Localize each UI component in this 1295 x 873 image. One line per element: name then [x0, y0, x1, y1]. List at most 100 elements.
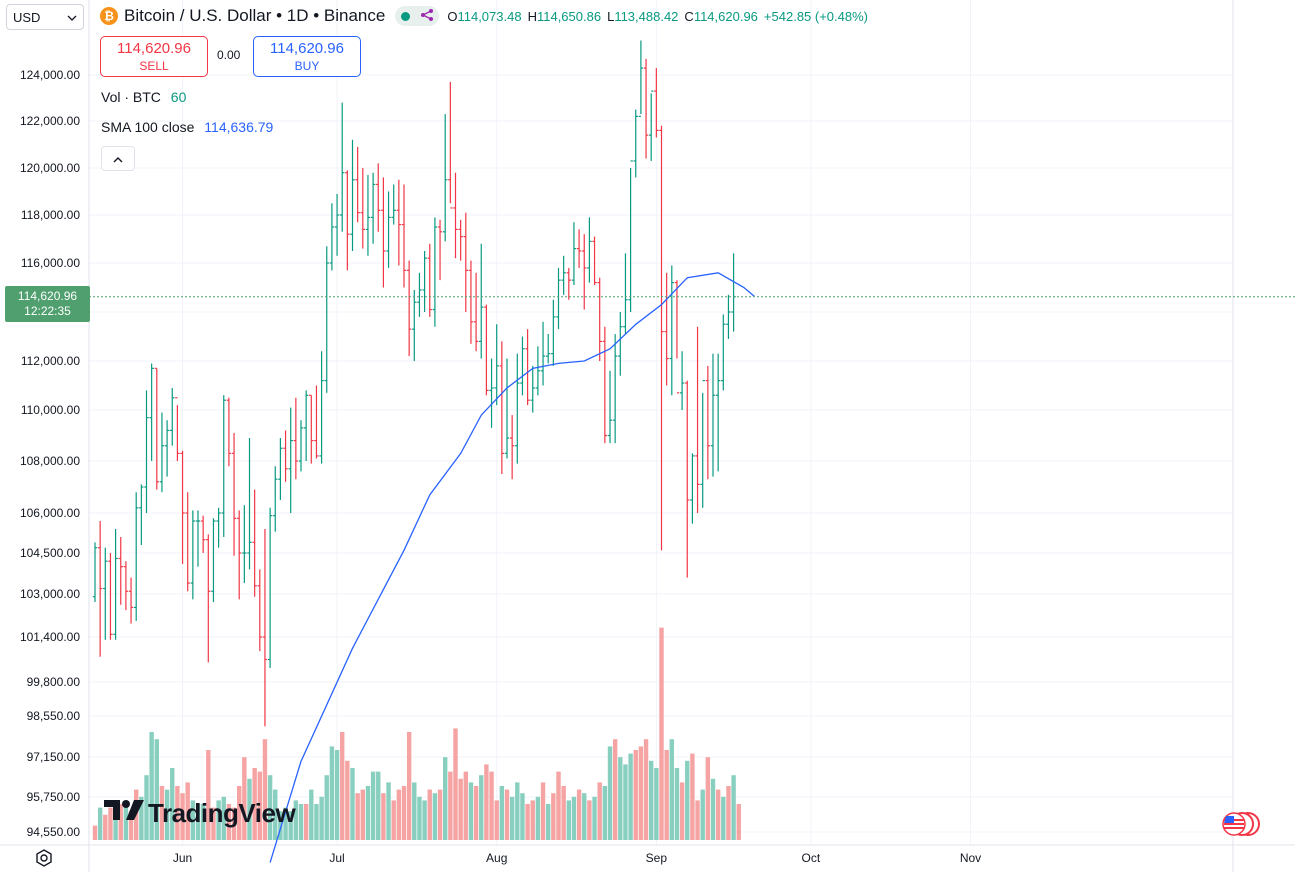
- ohlc-bar: [216, 507, 221, 548]
- ohlc-bar: [556, 267, 561, 330]
- ohlc-bar: [350, 139, 355, 251]
- ohlc-bar: [242, 505, 247, 584]
- volume-bar: [592, 796, 597, 840]
- ohlc-bar: [479, 243, 484, 359]
- ohlc-bar: [303, 390, 309, 461]
- volume-bar: [118, 804, 123, 840]
- volume-bar: [303, 804, 309, 840]
- volume-bar: [139, 796, 144, 840]
- ohlc-bar: [185, 492, 190, 592]
- ohlc-bar: [679, 351, 685, 410]
- volume-bar: [231, 807, 237, 840]
- ohlc-bar: [365, 175, 371, 256]
- buy-button[interactable]: 114,620.96 BUY: [253, 36, 361, 77]
- ohlc-bar: [489, 358, 494, 428]
- volume-bar: [103, 814, 108, 840]
- collapse-legend-button[interactable]: [101, 146, 135, 171]
- volume-bar: [664, 750, 669, 840]
- volume-bar: [628, 753, 633, 840]
- ohlc-bar: [123, 561, 129, 611]
- ohlc-bar: [324, 246, 329, 393]
- y-tick-label: 118,000.00: [21, 208, 80, 222]
- volume-legend[interactable]: Vol · BTC 60: [101, 89, 186, 105]
- volume-bar: [345, 760, 350, 840]
- volume-bar: [515, 782, 520, 840]
- ohlc-bar: [412, 289, 417, 361]
- ohlc-bar: [546, 334, 551, 364]
- ohlc-bar: [314, 385, 319, 459]
- sma-100-line: [269, 272, 755, 863]
- sma-legend[interactable]: SMA 100 close 114,636.79: [101, 119, 273, 135]
- ohlc-bar: [525, 329, 530, 406]
- ohlc-bar: [561, 255, 566, 295]
- volume-bar: [576, 789, 582, 840]
- ohlc-bar: [149, 363, 154, 461]
- y-tick-label: 110,000.00: [21, 403, 80, 417]
- volume-bar: [314, 804, 319, 840]
- ohlc-bar: [463, 212, 468, 312]
- market-status-pill[interactable]: [395, 6, 440, 26]
- volume-bar: [406, 732, 412, 840]
- volume-bar: [453, 728, 458, 840]
- volume-bar: [381, 793, 386, 840]
- symbol-title[interactable]: Bitcoin / U.S. Dollar • 1D • Binance: [124, 6, 386, 25]
- ohlc-bar: [200, 515, 206, 553]
- volume-bar: [571, 796, 577, 840]
- y-tick-label: 95,750.00: [27, 790, 81, 804]
- ohlc-bar: [334, 193, 340, 256]
- volume-bar: [267, 775, 273, 840]
- last-price-tag: 114,620.96 12:22:35: [5, 286, 90, 322]
- volume-bar: [509, 796, 515, 840]
- volume-bar: [736, 804, 741, 840]
- ohlc-bar: [226, 397, 232, 467]
- volume-bar: [731, 775, 736, 840]
- ohlc-bar: [674, 280, 680, 394]
- volume-bar: [520, 793, 525, 840]
- time-axis: Jun Jul Aug Sep Oct Nov: [173, 851, 981, 865]
- sell-button[interactable]: 114,620.96 SELL: [100, 36, 208, 77]
- ohlc-bar: [721, 314, 726, 391]
- sma-legend-value: 114,636.79: [204, 119, 274, 135]
- ohlc-bar: [587, 217, 592, 283]
- volume-bar: [432, 793, 438, 840]
- volume-bar: [602, 786, 608, 840]
- y-tick-label: 116,000.00: [21, 256, 80, 270]
- ohlc-bar: [535, 346, 541, 396]
- ohlc-bar: [458, 219, 463, 261]
- volume-bar: [556, 771, 561, 840]
- ohlc-bar: [134, 492, 139, 621]
- volume-bar: [468, 782, 474, 840]
- volume-bar: [494, 800, 499, 840]
- us-flag-icon[interactable]: [1220, 810, 1260, 838]
- volume-bar: [324, 775, 329, 840]
- y-tick-label: 98,550.00: [27, 709, 81, 723]
- volume-bar: [566, 800, 571, 840]
- volume-bar: [504, 789, 510, 840]
- ohlc-bar: [659, 125, 664, 551]
- volume-bar: [649, 760, 654, 840]
- volume-bar: [247, 778, 252, 840]
- volume-bar: [376, 771, 381, 840]
- ohlc-bar: [386, 191, 391, 268]
- volume-bar: [252, 768, 257, 840]
- ohlc-bar: [195, 510, 201, 567]
- settings-icon[interactable]: [34, 848, 54, 868]
- ohlc-bar: [566, 267, 571, 300]
- volume-bar: [386, 782, 391, 840]
- volume-bar: [149, 732, 154, 840]
- volume-bar: [216, 800, 221, 840]
- sma-legend-label: SMA 100 close: [101, 119, 195, 135]
- ohlc-bar: [355, 146, 360, 223]
- tradingview-logo[interactable]: TradingView: [104, 798, 296, 829]
- volume-bar: [123, 800, 129, 840]
- open-key: O: [447, 8, 458, 24]
- ohlc-bar: [504, 358, 510, 459]
- volume-bar: [551, 793, 556, 840]
- volume-bar: [690, 753, 695, 840]
- ohlc-bar: [206, 534, 211, 663]
- currency-select[interactable]: USD: [6, 4, 84, 30]
- last-price-value: 114,620.96: [17, 289, 78, 303]
- volume-bar: [329, 746, 335, 840]
- volume-bar: [612, 739, 618, 840]
